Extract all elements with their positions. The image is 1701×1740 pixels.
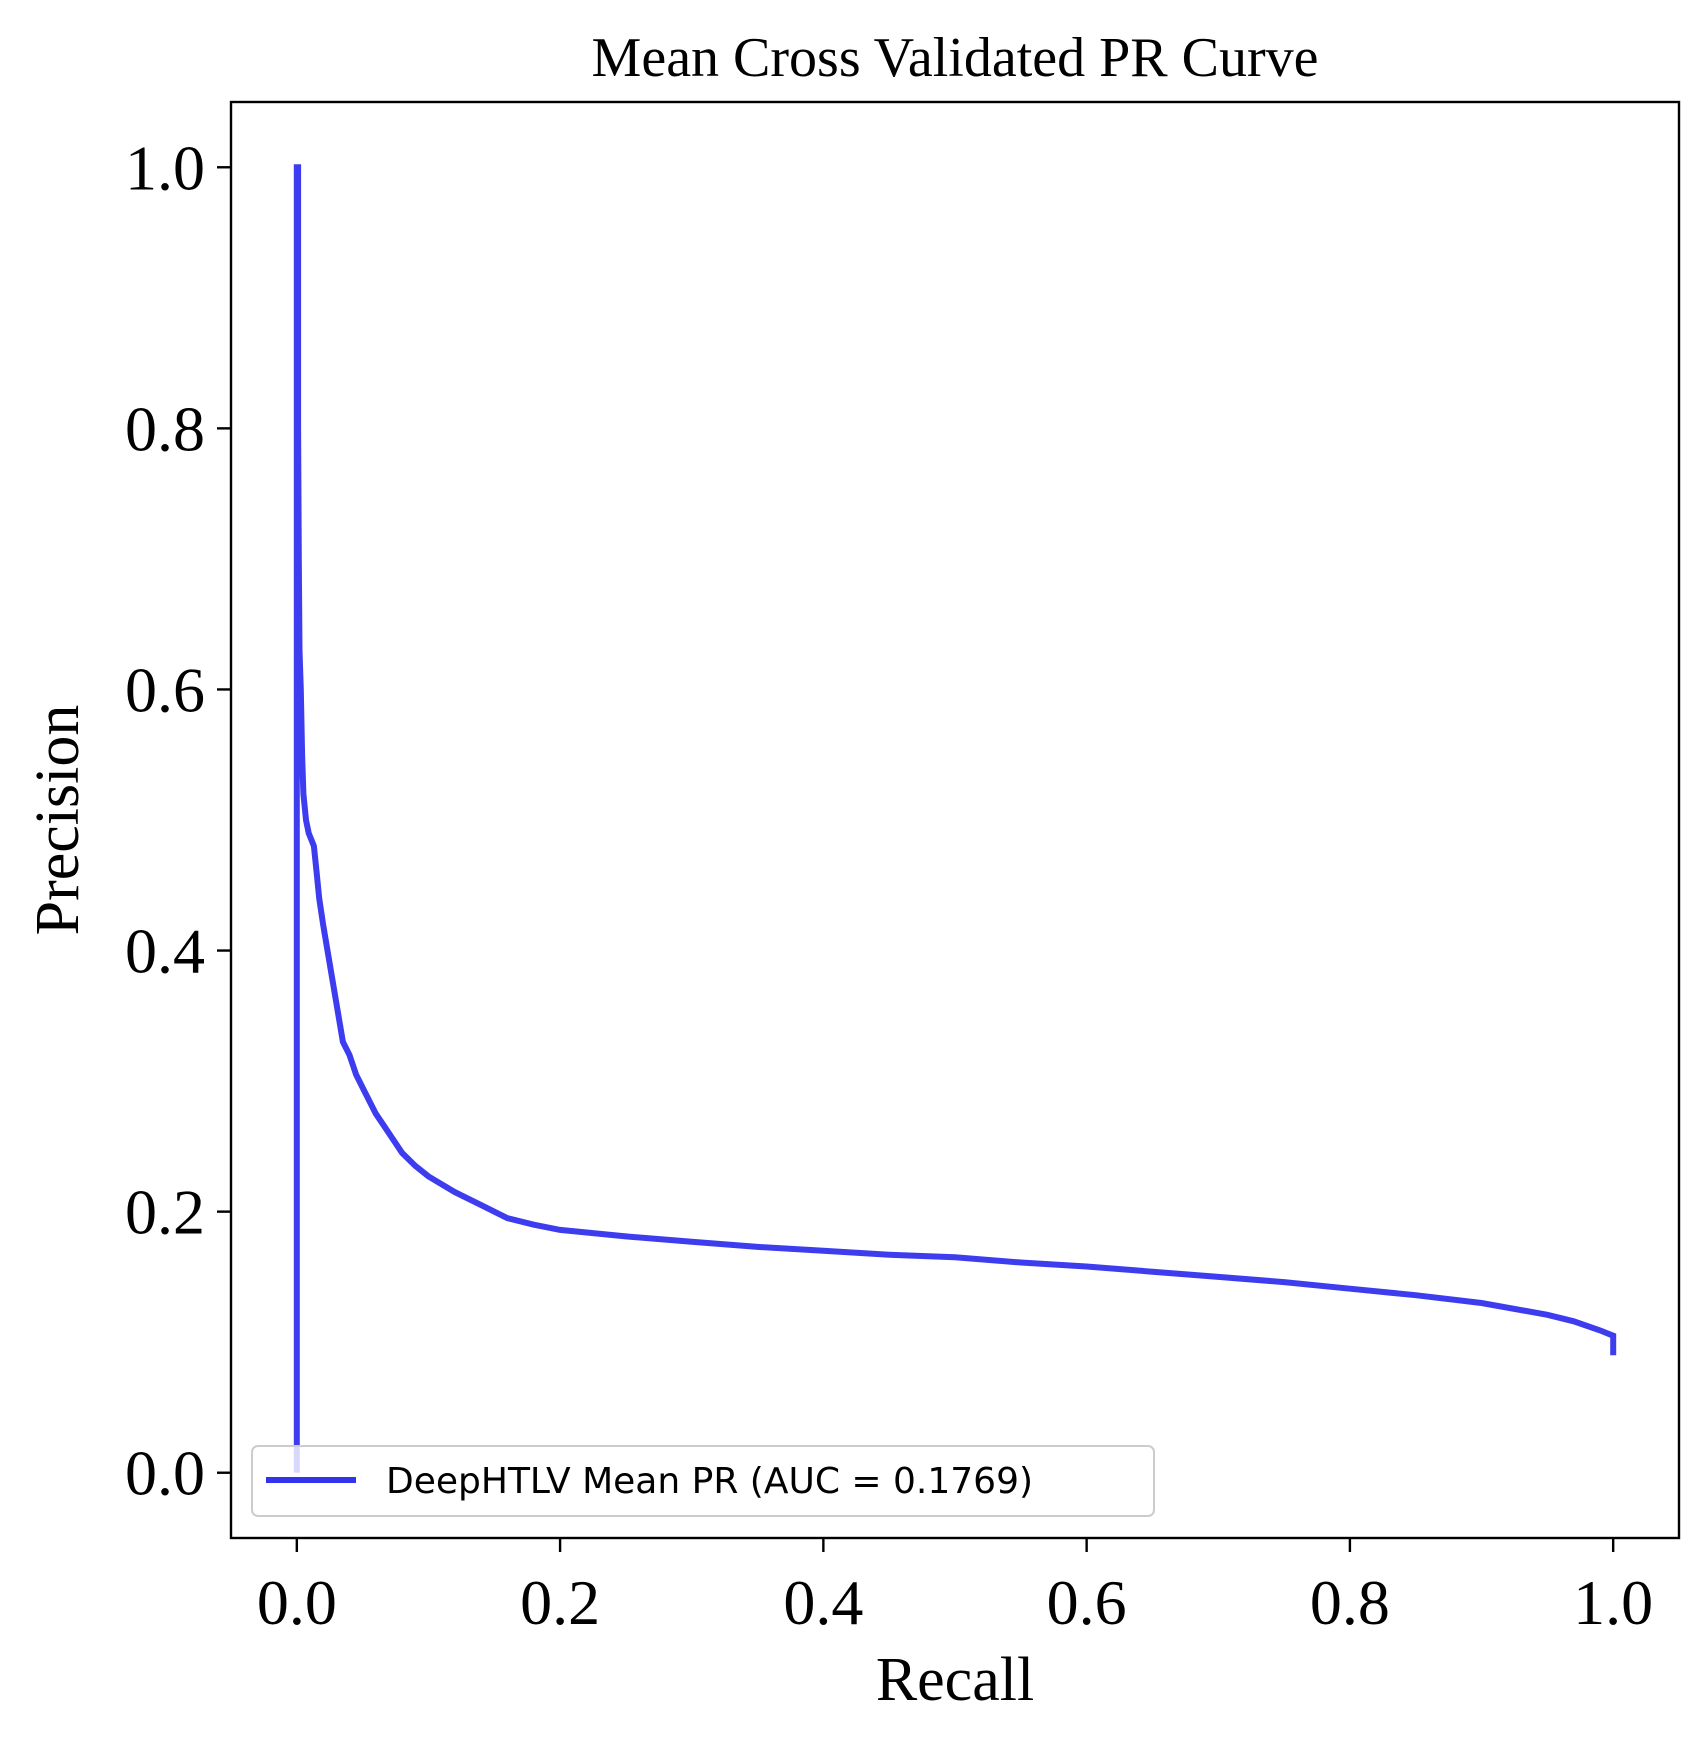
y-tick-label: 0.6 <box>125 654 205 725</box>
legend-box <box>251 1445 1155 1517</box>
y-tick-label: 0.8 <box>125 393 205 464</box>
x-tick-label: 0.0 <box>257 1567 337 1638</box>
legend: DeepHTLV Mean PR (AUC = 0.1769) <box>251 1445 1155 1517</box>
x-tick-label: 0.6 <box>1047 1567 1127 1638</box>
y-tick-label: 0.4 <box>125 916 205 987</box>
legend-label: DeepHTLV Mean PR (AUC = 0.1769) <box>386 1461 1033 1502</box>
x-tick-label: 1.0 <box>1573 1567 1653 1638</box>
series-line-0 <box>293 164 1617 1473</box>
x-tick-label: 0.4 <box>783 1567 863 1638</box>
y-tick-label: 1.0 <box>125 132 205 203</box>
y-tick-label: 0.0 <box>125 1438 205 1509</box>
axes-frame <box>229 100 1681 1540</box>
series-lines <box>293 164 1617 1473</box>
x-tick-label: 0.8 <box>1310 1567 1390 1638</box>
x-axis-label: Recall <box>876 1646 1034 1714</box>
chart-title: Mean Cross Validated PR Curve <box>592 27 1319 89</box>
y-axis-label: Precision <box>24 705 92 936</box>
plot-area: 0.0 0.2 0.4 0.6 0.8 1.0 0.0 0.2 0.4 0.6 0.8 1.0 <box>125 100 1681 1638</box>
y-tick-label: 0.2 <box>125 1177 205 1248</box>
x-axis-ticks: 0.0 0.2 0.4 0.6 0.8 1.0 <box>257 1538 1653 1638</box>
x-tick-label: 0.2 <box>520 1567 600 1638</box>
y-axis-ticks: 0.0 0.2 0.4 0.6 0.8 1.0 <box>125 132 231 1509</box>
